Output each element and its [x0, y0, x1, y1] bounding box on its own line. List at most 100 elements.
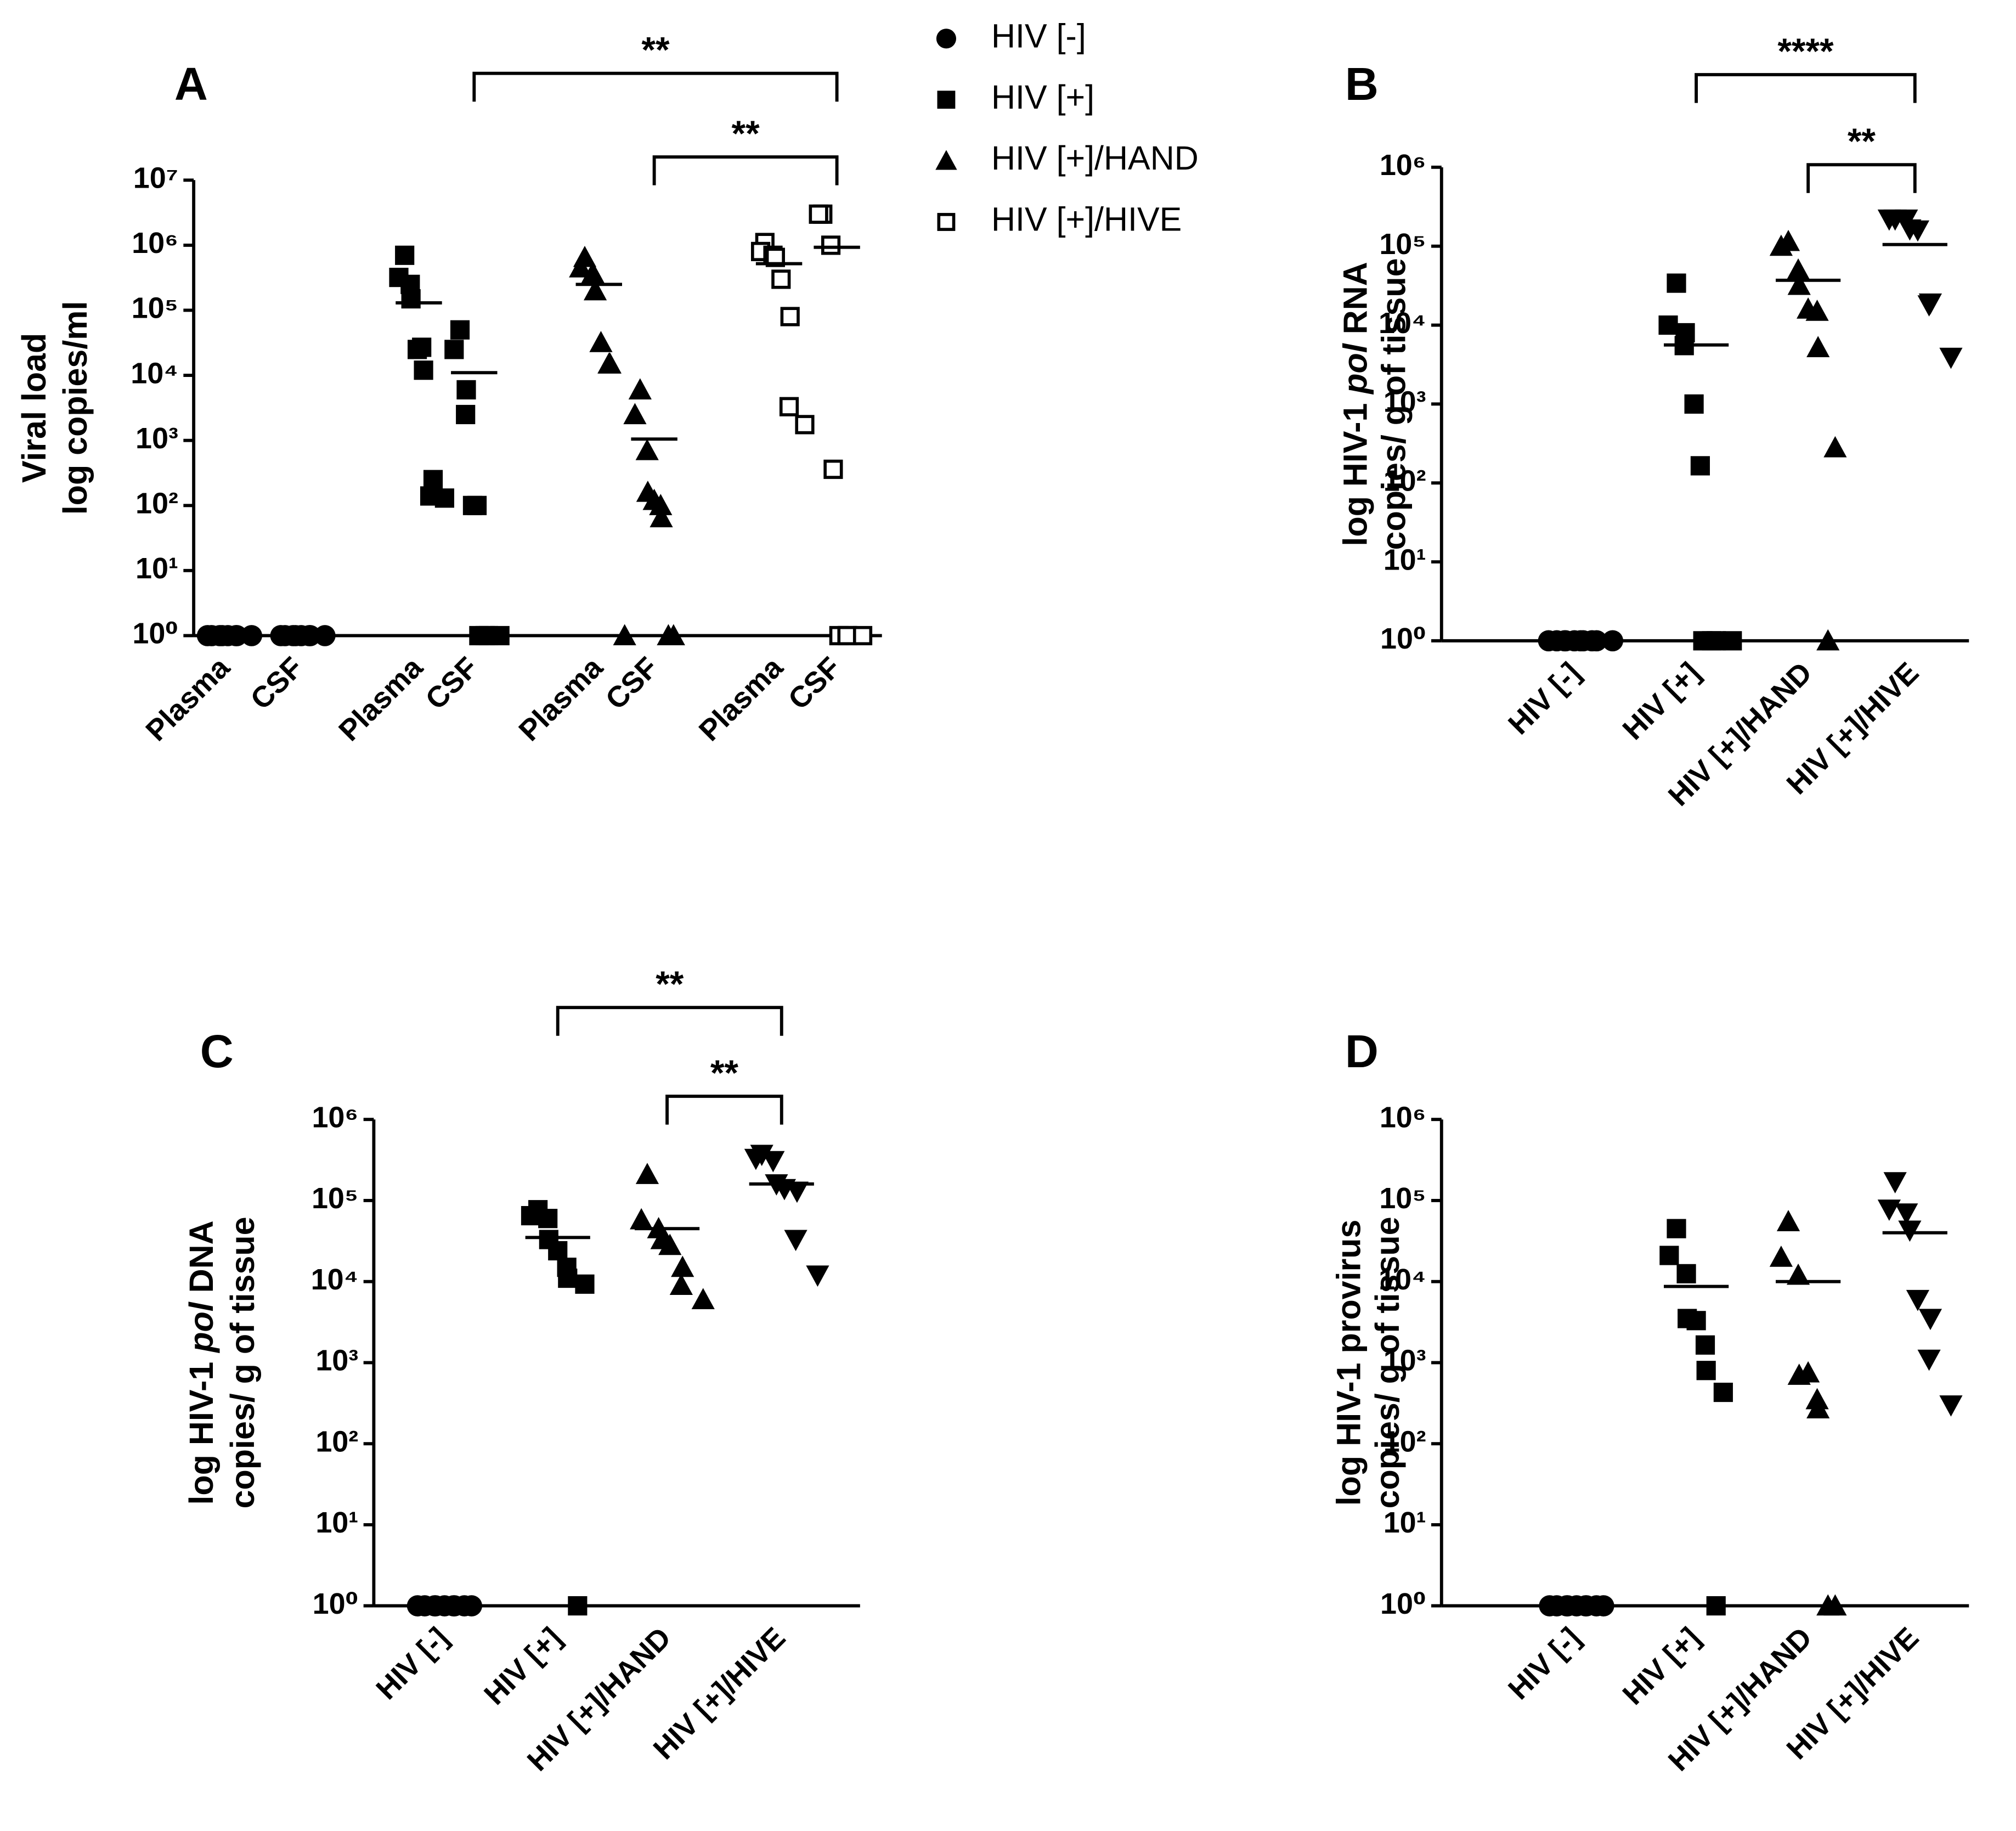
y-tick-label: 10⁰ — [1380, 1587, 1426, 1620]
y-tick-label: 10⁶ — [1380, 149, 1426, 182]
point — [569, 256, 592, 278]
point — [795, 415, 815, 435]
point — [521, 1205, 541, 1226]
point — [1658, 315, 1678, 335]
point — [1769, 234, 1793, 256]
point — [314, 625, 336, 646]
y-tick-label: 10¹ — [315, 1506, 358, 1539]
point — [821, 235, 841, 255]
y-axis-label-part: log HIV-1 — [1336, 394, 1374, 547]
point — [784, 1230, 807, 1252]
point — [538, 1209, 558, 1229]
point — [691, 1288, 715, 1310]
y-axis-label-part: copies/ g of tissue — [1375, 258, 1413, 550]
y-tick-label: 10² — [135, 487, 178, 520]
panel-letter: A — [174, 58, 208, 110]
legend-label: HIV [-] — [991, 17, 1086, 54]
point — [1713, 1382, 1733, 1402]
y-tick-label: 10⁵ — [132, 292, 178, 325]
x-tick-label: HIV [-] — [370, 1621, 455, 1706]
significance-bracket — [652, 155, 839, 185]
point — [1676, 1264, 1696, 1283]
y-tick-label: 10⁰ — [132, 617, 178, 650]
point — [583, 279, 607, 301]
panel-letter: C — [200, 1026, 234, 1077]
point — [1696, 1361, 1716, 1381]
legend-item: HIV [+]/HAND — [935, 139, 1199, 177]
point — [785, 1181, 809, 1203]
y-axis-label-part: log copies/ml — [57, 301, 94, 515]
point — [806, 1265, 829, 1287]
y-axis-label: copies/ g of tissue — [1369, 1216, 1406, 1508]
point — [669, 1274, 693, 1295]
significance-bracket — [472, 71, 839, 102]
y-axis-label: log HIV-1 pol RNA — [1336, 262, 1374, 546]
x-tick-label: HIV [+] — [478, 1621, 568, 1711]
point — [444, 340, 464, 359]
y-tick-label: 10² — [1383, 1425, 1426, 1458]
x-tick-label: HIV [-] — [1502, 656, 1587, 741]
point — [1723, 631, 1742, 651]
y-axis-label: log HIV-1 provirus — [1330, 1220, 1368, 1506]
y-axis-label: copies/ g of tissue — [1375, 258, 1413, 550]
point — [1805, 1388, 1829, 1410]
point — [1877, 209, 1901, 231]
point — [1805, 300, 1829, 321]
point — [1939, 347, 1963, 369]
x-tick-label: Plasma — [139, 650, 236, 747]
point — [1917, 1349, 1941, 1371]
y-tick-label: 10⁰ — [313, 1587, 359, 1620]
point — [1797, 1361, 1820, 1383]
point — [623, 403, 647, 425]
y-axis-label-part: pol — [1336, 343, 1374, 395]
point — [1917, 295, 1941, 317]
point — [1823, 436, 1847, 458]
point — [1877, 1199, 1901, 1221]
y-tick-label: 10³ — [1383, 386, 1426, 419]
x-tick-label: Plasma — [693, 650, 790, 747]
panel-letter: D — [1345, 1026, 1379, 1077]
y-tick-label: 10² — [1383, 464, 1426, 497]
point — [852, 626, 873, 646]
y-tick-label: 10¹ — [1383, 543, 1426, 576]
y-axis-label: log HIV-1 pol DNA — [183, 1220, 220, 1505]
x-tick-label: HIV [+] — [1616, 1621, 1706, 1711]
x-tick-label: Plasma — [332, 650, 430, 747]
point — [1895, 1203, 1918, 1225]
point — [241, 625, 262, 646]
y-tick-label: 10⁴ — [131, 357, 178, 390]
point — [771, 269, 791, 289]
point — [1684, 394, 1704, 414]
point — [1690, 456, 1710, 476]
point — [1776, 1210, 1800, 1231]
point — [1659, 1246, 1679, 1265]
point — [1602, 630, 1624, 652]
x-tick-label: CSF — [244, 651, 309, 716]
point — [298, 625, 320, 646]
legend-marker — [936, 29, 956, 49]
point — [1538, 630, 1560, 652]
point — [225, 625, 247, 646]
point — [1686, 1311, 1706, 1331]
significance-label: ** — [732, 114, 760, 154]
y-axis-label-part: Viral load — [15, 333, 53, 483]
legend-item: HIV [+] — [937, 78, 1094, 116]
y-tick-label: 10⁵ — [1379, 228, 1426, 261]
point — [658, 1233, 682, 1255]
point — [635, 1163, 659, 1184]
x-tick-label: CSF — [782, 651, 847, 716]
y-tick-label: 10⁶ — [1380, 1101, 1426, 1134]
legend-marker — [937, 91, 956, 109]
y-axis-label-part: DNA — [183, 1220, 220, 1302]
significance-bracket — [665, 1095, 783, 1125]
point — [809, 204, 828, 224]
point — [1939, 1395, 1963, 1417]
point — [1706, 1596, 1726, 1616]
y-axis-label-part: log HIV-1 provirus — [1330, 1220, 1368, 1506]
y-tick-label: 10⁷ — [133, 162, 178, 195]
point — [779, 397, 799, 416]
x-tick-label: HIV [-] — [1502, 1621, 1587, 1706]
point — [1918, 1309, 1942, 1331]
point — [597, 352, 621, 374]
point — [1769, 1246, 1793, 1267]
